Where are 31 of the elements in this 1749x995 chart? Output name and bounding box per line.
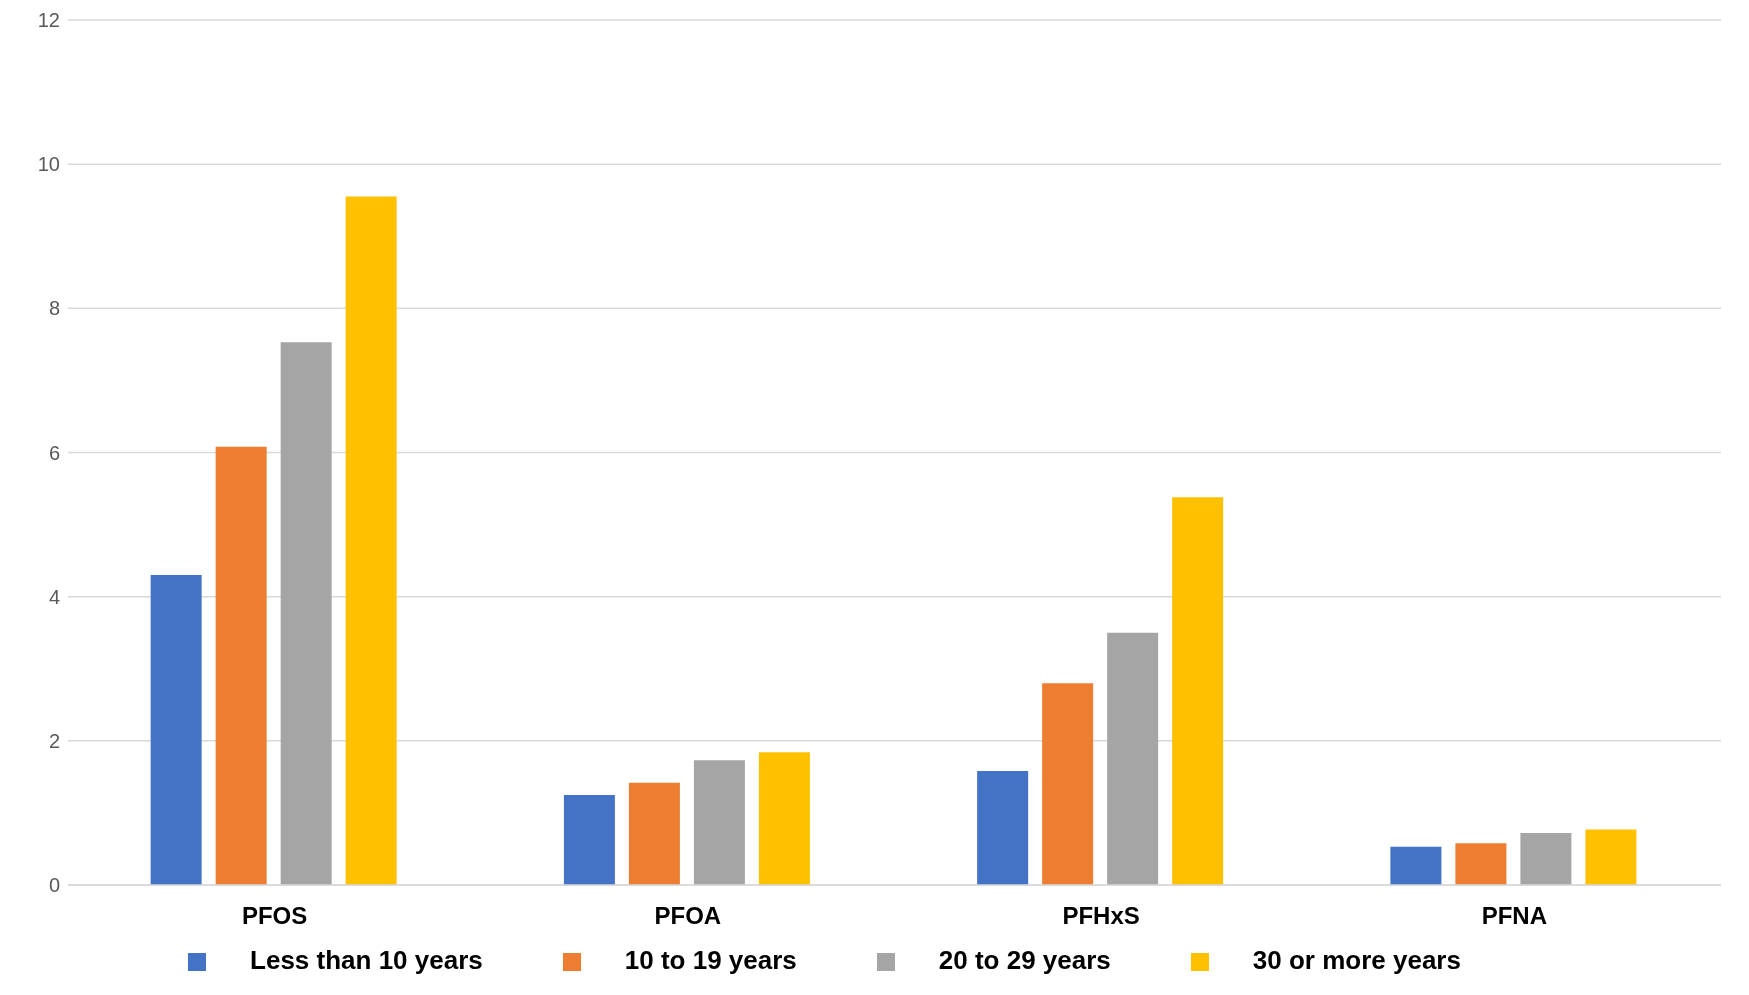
y-tick-label: 2: [48, 729, 60, 752]
x-tick-label: PFOA: [654, 902, 722, 930]
x-tick-label: PFHxS: [1062, 902, 1140, 930]
y-tick-label: 4: [48, 585, 60, 608]
bar: [1455, 843, 1507, 885]
bar: [1172, 497, 1224, 885]
bar: [1390, 846, 1442, 885]
bar: [1585, 829, 1637, 885]
x-tick-label: PFNA: [1481, 902, 1548, 930]
legend-label: Less than 10 years: [250, 945, 483, 975]
bar: [345, 196, 397, 885]
legend-label: 20 to 29 years: [938, 945, 1111, 975]
bar: [563, 794, 615, 885]
y-tick-label: 12: [37, 9, 60, 32]
bar: [1520, 833, 1572, 885]
bar: [1107, 632, 1159, 885]
bar: [977, 771, 1029, 885]
x-tick-label: PFOS: [241, 902, 308, 930]
bar: [628, 782, 680, 885]
bar: [150, 575, 202, 885]
bar: [215, 446, 267, 885]
y-tick-label: 8: [48, 297, 60, 320]
y-tick-label: 10: [37, 153, 60, 176]
legend-label: 10 to 19 years: [624, 945, 797, 975]
y-tick-label: 0: [48, 874, 60, 897]
bar: [693, 760, 745, 885]
bar: [758, 752, 810, 885]
bar: [280, 342, 332, 885]
legend-label: 30 or more years: [1252, 945, 1461, 975]
bar: [1042, 683, 1094, 885]
y-tick-label: 6: [48, 441, 60, 464]
